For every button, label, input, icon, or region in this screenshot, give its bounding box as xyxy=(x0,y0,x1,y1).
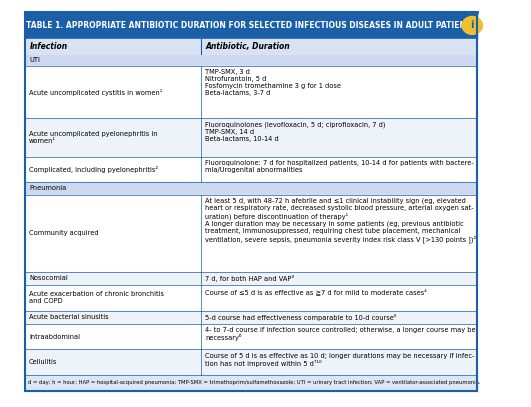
Text: d = day; h = hour; HAP = hospital-acquired pneumonia; TMP-SMX = trimethoprim/sul: d = day; h = hour; HAP = hospital-acquir… xyxy=(28,381,480,385)
Bar xyxy=(25,324,477,350)
Bar xyxy=(25,375,477,391)
Text: Course of 5 d is as effective as 10 d; longer durations may be necessary if infe: Course of 5 d is as effective as 10 d; l… xyxy=(205,353,474,367)
Bar xyxy=(25,66,477,118)
Bar xyxy=(25,311,477,324)
Text: At least 5 d, with 48-72 h afebrile and ≤1 clinical instability sign (eg, elevat: At least 5 d, with 48-72 h afebrile and … xyxy=(205,198,476,243)
Text: Infection: Infection xyxy=(30,42,68,51)
Bar xyxy=(25,157,477,182)
Text: TABLE 1. APPROPRIATE ANTIBIOTIC DURATION FOR SELECTED INFECTIOUS DISEASES IN ADU: TABLE 1. APPROPRIATE ANTIBIOTIC DURATION… xyxy=(25,21,476,30)
Text: Acute bacterial sinusitis: Acute bacterial sinusitis xyxy=(29,314,109,320)
Text: UTI: UTI xyxy=(29,57,40,63)
Text: Nosocomial: Nosocomial xyxy=(29,276,68,281)
Text: Cellulitis: Cellulitis xyxy=(29,359,57,365)
Text: 4- to 7-d course if infection source controlled; otherwise, a longer course may : 4- to 7-d course if infection source con… xyxy=(205,327,476,341)
Circle shape xyxy=(462,16,483,35)
Bar xyxy=(25,118,477,157)
Text: Acute exacerbation of chronic bronchitis
and COPD: Acute exacerbation of chronic bronchitis… xyxy=(29,291,164,304)
Bar xyxy=(25,272,477,285)
Text: Intraabdominal: Intraabdominal xyxy=(29,333,80,339)
Text: Complicated, including pyelonephritis²: Complicated, including pyelonephritis² xyxy=(29,166,158,173)
Text: Acute uncomplicated cystitis in women¹: Acute uncomplicated cystitis in women¹ xyxy=(29,89,162,96)
Text: 5-d course had effectiveness comparable to 10-d course⁵: 5-d course had effectiveness comparable … xyxy=(205,314,397,321)
Text: Community acquired: Community acquired xyxy=(29,230,99,236)
Text: TMP-SMX, 3 d
Nitrofurantoin, 5 d
Fosfomycin tromethamine 3 g for 1 dose
Beta-lac: TMP-SMX, 3 d Nitrofurantoin, 5 d Fosfomy… xyxy=(205,70,341,96)
Bar xyxy=(25,54,477,66)
Bar xyxy=(25,285,477,311)
Text: Course of ≤5 d is as effective as ≧7 d for mild to moderate cases⁴: Course of ≤5 d is as effective as ≧7 d f… xyxy=(205,288,427,295)
Text: Fluoroquinolone: 7 d for hospitalized patients, 10-14 d for patients with bacter: Fluoroquinolone: 7 d for hospitalized pa… xyxy=(205,160,474,173)
Text: Antibiotic, Duration: Antibiotic, Duration xyxy=(206,42,290,51)
Text: Pneumonia: Pneumonia xyxy=(29,186,66,191)
Bar xyxy=(25,350,477,375)
Text: Acute uncomplicated pyelonephritis in
women¹: Acute uncomplicated pyelonephritis in wo… xyxy=(29,131,158,144)
Bar xyxy=(25,12,477,39)
Text: 7 d, for both HAP and VAP³: 7 d, for both HAP and VAP³ xyxy=(205,275,294,282)
Text: i: i xyxy=(470,20,474,31)
Bar xyxy=(25,195,477,272)
Bar xyxy=(25,182,477,195)
Text: Fluoroquinolones (levofloxacin, 5 d; ciprofloxacin, 7 d)
TMP-SMX, 14 d
Beta-lact: Fluoroquinolones (levofloxacin, 5 d; cip… xyxy=(205,121,386,142)
Bar xyxy=(25,39,477,54)
